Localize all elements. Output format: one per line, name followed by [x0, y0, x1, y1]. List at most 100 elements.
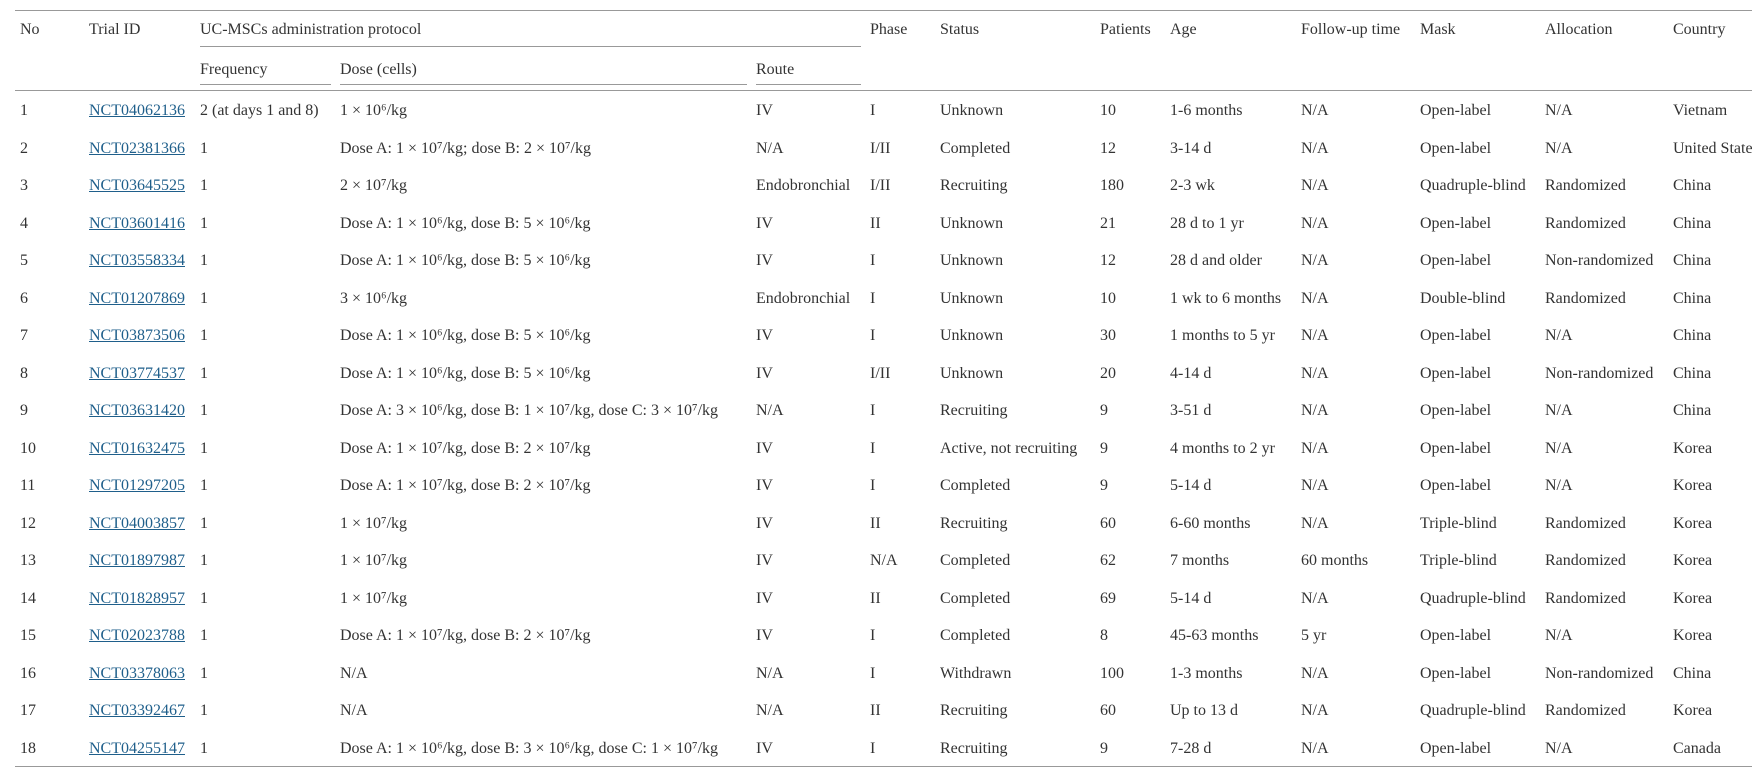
cell: 12: [1100, 252, 1116, 269]
cell: 6-60 months: [1170, 514, 1251, 532]
cell: 9: [1100, 739, 1108, 757]
cell: N/A: [756, 402, 784, 419]
cell: 9: [1100, 477, 1108, 494]
cell: N/A: [1301, 102, 1329, 119]
trial-link[interactable]: NCT01297205: [89, 477, 185, 494]
cell: N/A: [1301, 477, 1329, 494]
cell: 13: [20, 552, 36, 569]
cell: Korea: [1673, 514, 1713, 532]
trial-link[interactable]: NCT03631420: [89, 402, 185, 419]
header-cell: Mask: [1420, 21, 1456, 38]
cell: N/A: [1545, 477, 1573, 494]
cell: N/A: [1301, 139, 1329, 157]
cell: 45-63 months: [1170, 627, 1259, 644]
trial-link[interactable]: NCT02023788: [89, 627, 185, 644]
cell: 7: [20, 327, 28, 344]
trial-link[interactable]: NCT04062136: [89, 102, 185, 119]
cell: N/A: [340, 702, 368, 719]
cell: IV: [756, 589, 773, 607]
trial-link[interactable]: NCT02381366: [89, 139, 185, 157]
trial-link[interactable]: NCT03873506: [89, 327, 185, 344]
cell: 18: [20, 739, 36, 757]
cell: Randomized: [1545, 214, 1626, 232]
cell: 28 d and older: [1170, 252, 1262, 269]
cell: IV: [756, 327, 773, 344]
cell: Dose A: 1 × 10⁶/kg, dose B: 5 × 10⁶/kg: [340, 214, 591, 232]
cell: Quadruple-blind: [1420, 589, 1526, 607]
cell: IV: [756, 514, 773, 532]
cell: 62: [1100, 552, 1116, 569]
cell: Endobronchial: [756, 289, 851, 307]
trial-link[interactable]: NCT01828957: [89, 589, 185, 607]
cell: Recruiting: [940, 177, 1008, 194]
header-cell: Dose (cells): [340, 61, 417, 78]
trial-link[interactable]: NCT03558334: [89, 252, 185, 269]
cell: 1: [200, 664, 208, 682]
trial-link[interactable]: NCT04003857: [89, 514, 185, 532]
cell: N/A: [1301, 589, 1329, 607]
cell: I/II: [870, 364, 891, 382]
cell: IV: [756, 627, 773, 644]
cell: 4 months to 2 yr: [1170, 439, 1275, 457]
trial-link[interactable]: NCT01632475: [89, 439, 185, 457]
cell: Korea: [1673, 702, 1713, 719]
cell: 1 × 10⁷/kg: [340, 514, 408, 532]
cell: Dose A: 1 × 10⁷/kg, dose B: 2 × 10⁷/kg: [340, 477, 591, 494]
cell: China: [1673, 214, 1712, 232]
cell: N/A: [1301, 664, 1329, 682]
trial-link[interactable]: NCT03645525: [89, 177, 185, 194]
trial-link[interactable]: NCT01897987: [89, 552, 185, 569]
cell: Randomized: [1545, 514, 1626, 532]
cell: Unknown: [940, 327, 1004, 344]
cell: N/A: [1545, 327, 1573, 344]
cell: 20: [1100, 364, 1116, 382]
cell: I: [870, 439, 876, 457]
cell: 3-14 d: [1170, 139, 1212, 157]
cell: Open-label: [1420, 439, 1492, 457]
cell: 2: [20, 139, 28, 157]
cell: Completed: [940, 627, 1011, 644]
cell: Canada: [1673, 739, 1721, 757]
cell: Korea: [1673, 552, 1713, 569]
cell: I: [870, 102, 876, 119]
cell: Dose A: 1 × 10⁷/kg; dose B: 2 × 10⁷/kg: [340, 139, 591, 157]
cell: Non-randomized: [1545, 252, 1654, 269]
cell: 5-14 d: [1170, 589, 1212, 607]
cell: 69: [1100, 589, 1116, 607]
header-cell: Trial ID: [89, 21, 141, 38]
cell: 3-51 d: [1170, 402, 1212, 419]
cell: Open-label: [1420, 477, 1492, 494]
cell: Dose A: 1 × 10⁷/kg, dose B: 2 × 10⁷/kg: [340, 439, 591, 457]
header-cell: Country: [1673, 21, 1726, 38]
cell: 1 wk to 6 months: [1170, 289, 1282, 307]
trial-link[interactable]: NCT03392467: [89, 702, 185, 719]
top-rule: [15, 10, 1752, 11]
cell: 12: [1100, 139, 1116, 157]
cell: N/A: [1301, 327, 1329, 344]
cell: 1 × 10⁷/kg: [340, 552, 408, 569]
cell: 1: [200, 514, 208, 532]
trial-link[interactable]: NCT03378063: [89, 664, 185, 682]
cell: Non-randomized: [1545, 364, 1654, 382]
trial-link[interactable]: NCT01207869: [89, 289, 185, 307]
cell: 1-6 months: [1170, 102, 1243, 119]
cell: Dose A: 1 × 10⁶/kg, dose B: 3 × 10⁶/kg, …: [340, 739, 719, 757]
cell: Randomized: [1545, 589, 1626, 607]
trial-link[interactable]: NCT04255147: [89, 739, 185, 757]
cell: 8: [1100, 627, 1108, 644]
trial-link[interactable]: NCT03774537: [89, 364, 185, 382]
cell: 9: [1100, 439, 1108, 457]
cell: 60: [1100, 702, 1116, 719]
cell: Dose A: 1 × 10⁷/kg, dose B: 2 × 10⁷/kg: [340, 627, 591, 644]
cell: Open-label: [1420, 627, 1492, 644]
cell: 1: [200, 214, 208, 232]
trial-link[interactable]: NCT03601416: [89, 214, 185, 232]
cell: 16: [20, 664, 36, 682]
cell: Korea: [1673, 477, 1713, 494]
cell: Korea: [1673, 439, 1713, 457]
cell: N/A: [870, 552, 898, 569]
header-cell: Phase: [870, 21, 908, 38]
cell: N/A: [340, 664, 368, 682]
cell: I: [870, 664, 876, 682]
cell: 1: [200, 364, 208, 382]
